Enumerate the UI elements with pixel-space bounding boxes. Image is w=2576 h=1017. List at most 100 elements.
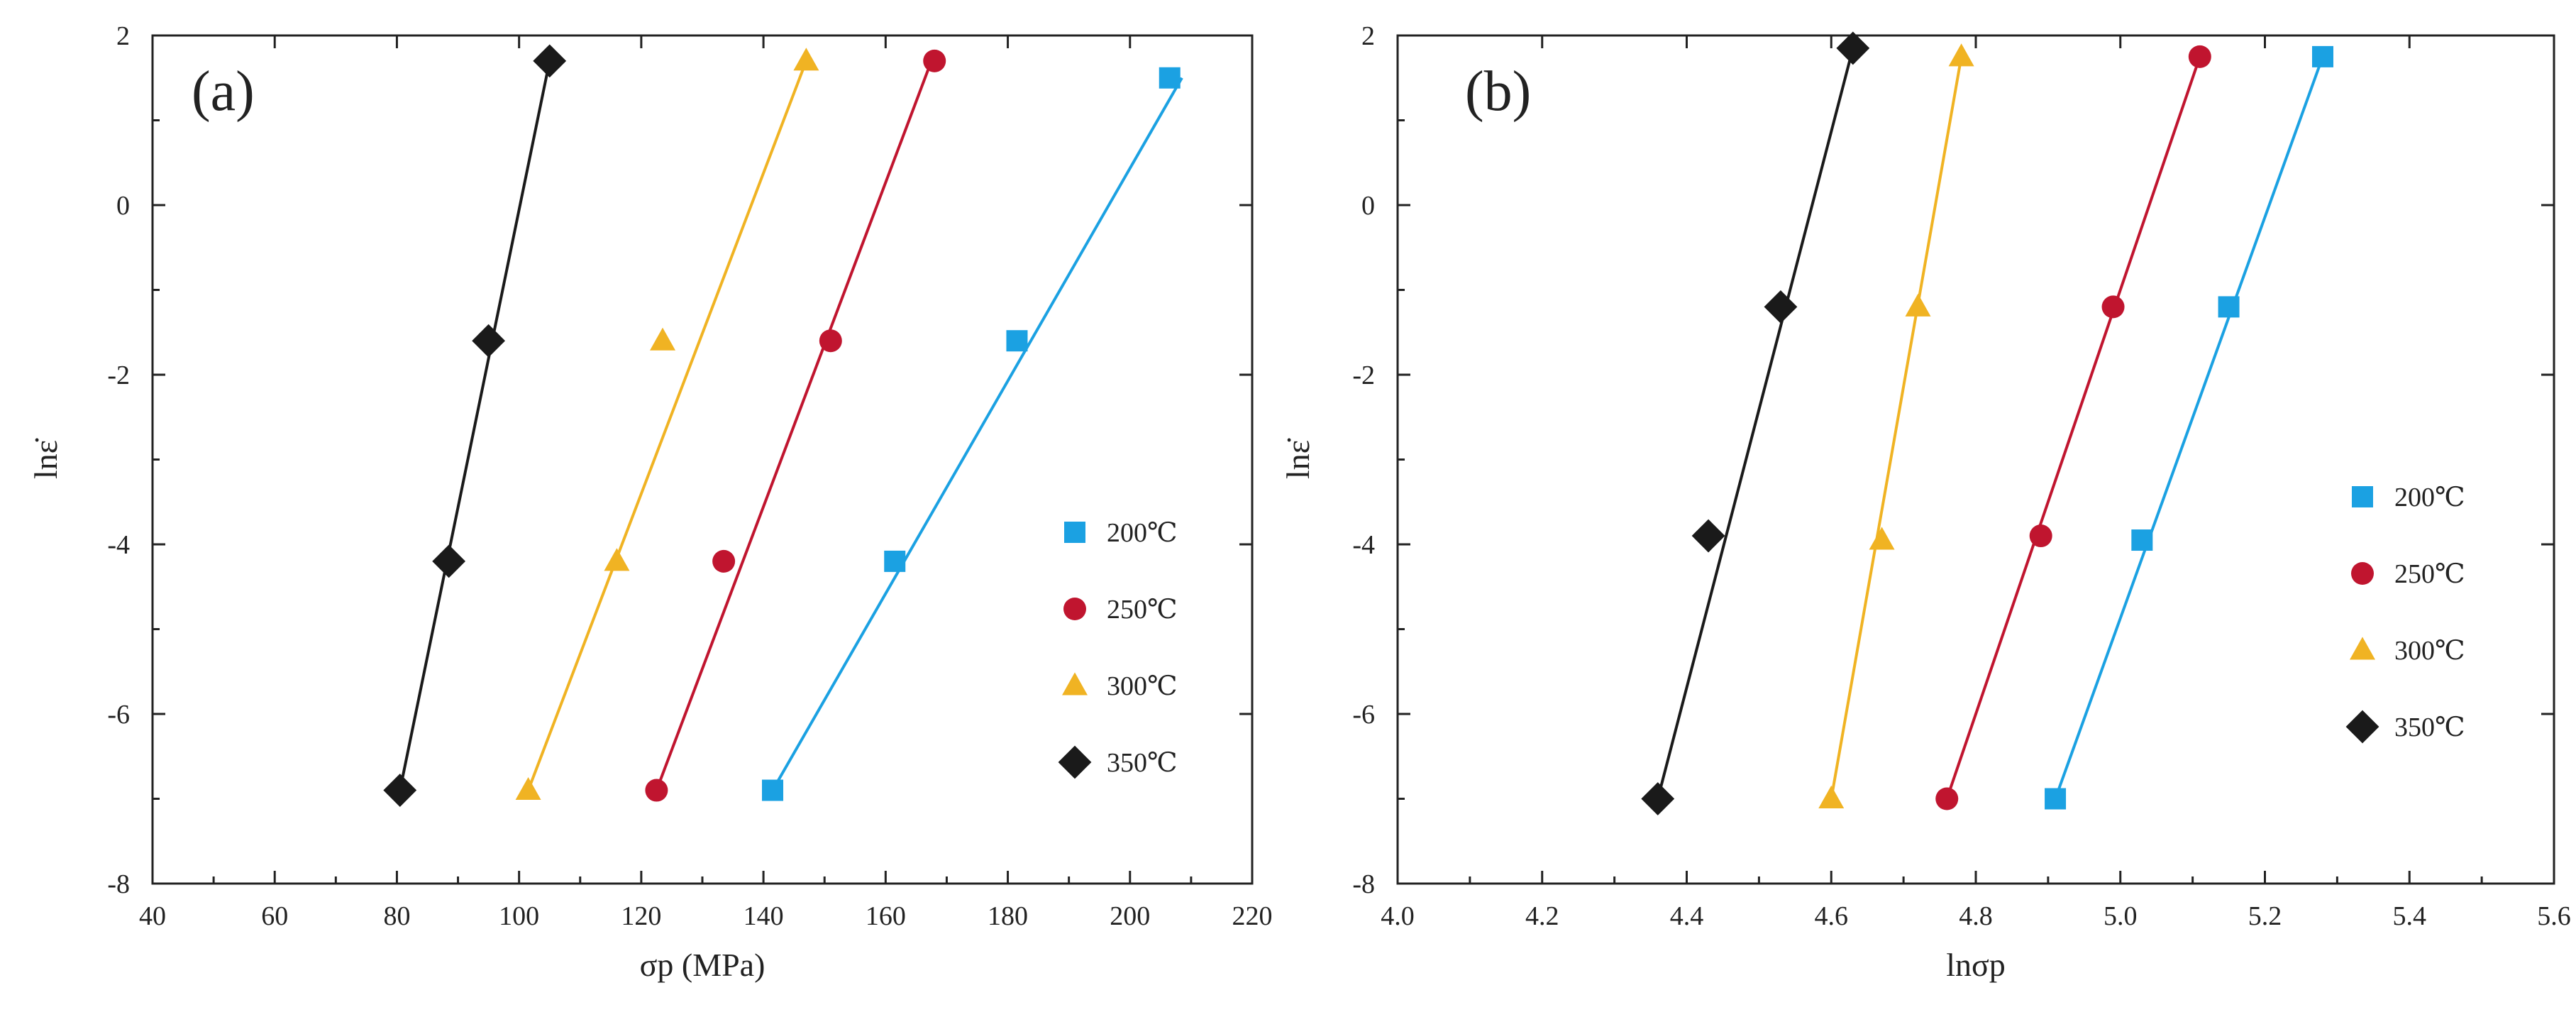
x-tick-label: 120 [621, 901, 661, 931]
x-tick-label: 180 [988, 901, 1028, 931]
y-tick-label: -2 [1352, 361, 1375, 390]
data-point [1948, 43, 1974, 67]
y-axis-title: lnε̇ [28, 438, 64, 479]
x-tick-label: 4.4 [1670, 901, 1704, 931]
legend-marker [2352, 486, 2373, 507]
fit-line [526, 60, 808, 791]
x-tick-label: 4.6 [1815, 901, 1849, 931]
series-diamond [383, 44, 567, 807]
legend-label: 300℃ [1107, 671, 1178, 701]
x-tick-label: 5.0 [2104, 901, 2138, 931]
data-point [884, 550, 906, 572]
legend-entry: 250℃ [2351, 559, 2465, 589]
panel-a: 40 60 80 100 120 140 160 180 200 220 -8 -6 -4 -2 0 2 σp … [28, 21, 1273, 983]
x-tick-label: 5.2 [2248, 901, 2282, 931]
data-point [2131, 529, 2153, 551]
data-point [1641, 782, 1675, 815]
data-point [2312, 45, 2333, 67]
data-point [2029, 524, 2052, 548]
y-tick-label: 0 [1361, 191, 1375, 221]
legend-entry: 300℃ [2350, 636, 2465, 666]
data-point [2218, 296, 2240, 318]
fit-line [398, 60, 551, 791]
legend-marker [1063, 598, 1086, 620]
x-tick-label: 4.8 [1959, 901, 1993, 931]
x-tick-label: 100 [499, 901, 539, 931]
data-point [712, 549, 736, 573]
legend-marker [1058, 745, 1092, 779]
fit-line [1945, 56, 2201, 800]
legend-label: 350℃ [2394, 713, 2465, 742]
data-point [2188, 45, 2211, 68]
series-circle [1935, 45, 2211, 810]
panel-label: (b) [1465, 60, 1531, 123]
x-tick-label: 140 [743, 901, 784, 931]
y-tick-label: -6 [1352, 700, 1375, 730]
legend-label: 200℃ [1107, 518, 1178, 548]
legend-entry: 350℃ [1058, 745, 1178, 779]
legend-label: 250℃ [2394, 559, 2465, 589]
y-tick-label: -4 [107, 530, 130, 560]
y-tick-label: -8 [1352, 869, 1375, 899]
legend-entry: 200℃ [1064, 518, 1178, 548]
data-point [1006, 330, 1028, 352]
y-tick-label: 2 [1361, 21, 1375, 51]
x-tick-label: 160 [866, 901, 906, 931]
x-tick-label: 220 [1232, 901, 1273, 931]
legend-entry: 200℃ [2352, 483, 2465, 512]
data-point [432, 544, 466, 578]
data-point [383, 774, 417, 807]
data-point [1836, 31, 1870, 65]
data-point [515, 776, 541, 801]
y-tick-label: -6 [107, 700, 130, 730]
data-point [1935, 787, 1959, 810]
series-triangle [1818, 43, 1974, 808]
y-tick-label: 2 [116, 21, 130, 51]
y-tick-label: -2 [107, 361, 130, 390]
fit-line [2054, 56, 2324, 800]
x-tick-label: 200 [1110, 901, 1150, 931]
legend-marker [1064, 522, 1085, 543]
x-tick-label: 60 [261, 901, 288, 931]
data-point [923, 49, 946, 72]
legend-label: 350℃ [1107, 748, 1178, 778]
legend-marker [2345, 710, 2379, 744]
legend-entry: 300℃ [1062, 671, 1178, 701]
data-point [604, 548, 630, 571]
data-point [472, 324, 506, 358]
legend-marker [2350, 637, 2375, 660]
data-point [645, 779, 668, 802]
data-point [762, 779, 784, 801]
x-tick-label: 80 [383, 901, 410, 931]
plot-frame [1396, 34, 2555, 885]
x-tick-label: 5.6 [2537, 901, 2571, 931]
fit-line [655, 60, 933, 791]
panel-label: (a) [192, 60, 255, 123]
x-axis-title: σp (MPa) [640, 947, 765, 983]
fit-line [771, 77, 1183, 791]
data-point [793, 48, 819, 71]
panel-b: 4.0 4.2 4.4 4.6 4.8 5.0 5.2 5.4 5.6 -8 -6 -4 -2 0 2 lnσ… [1280, 21, 2571, 983]
data-point [1905, 293, 1931, 317]
data-point [1764, 290, 1798, 324]
data-point [650, 327, 676, 351]
data-point [819, 329, 842, 353]
legend-label: 200℃ [2394, 483, 2465, 512]
legend-entry: 350℃ [2345, 710, 2465, 744]
x-tick-label: 4.2 [1525, 901, 1559, 931]
x-tick-label: 5.4 [2393, 901, 2427, 931]
y-tick-label: -4 [1352, 530, 1375, 560]
data-point [1869, 527, 1895, 550]
data-point [1691, 519, 1725, 553]
x-axis-title: lnσp [1946, 947, 2006, 983]
fit-line [1830, 56, 1963, 799]
y-tick-label: 0 [116, 191, 130, 221]
series-triangle [515, 48, 819, 801]
data-point [2101, 295, 2125, 319]
fit-line [1656, 48, 1854, 800]
data-point [1159, 67, 1181, 89]
data-point [1818, 785, 1845, 808]
series-square [2045, 45, 2333, 810]
series-circle [645, 49, 946, 802]
